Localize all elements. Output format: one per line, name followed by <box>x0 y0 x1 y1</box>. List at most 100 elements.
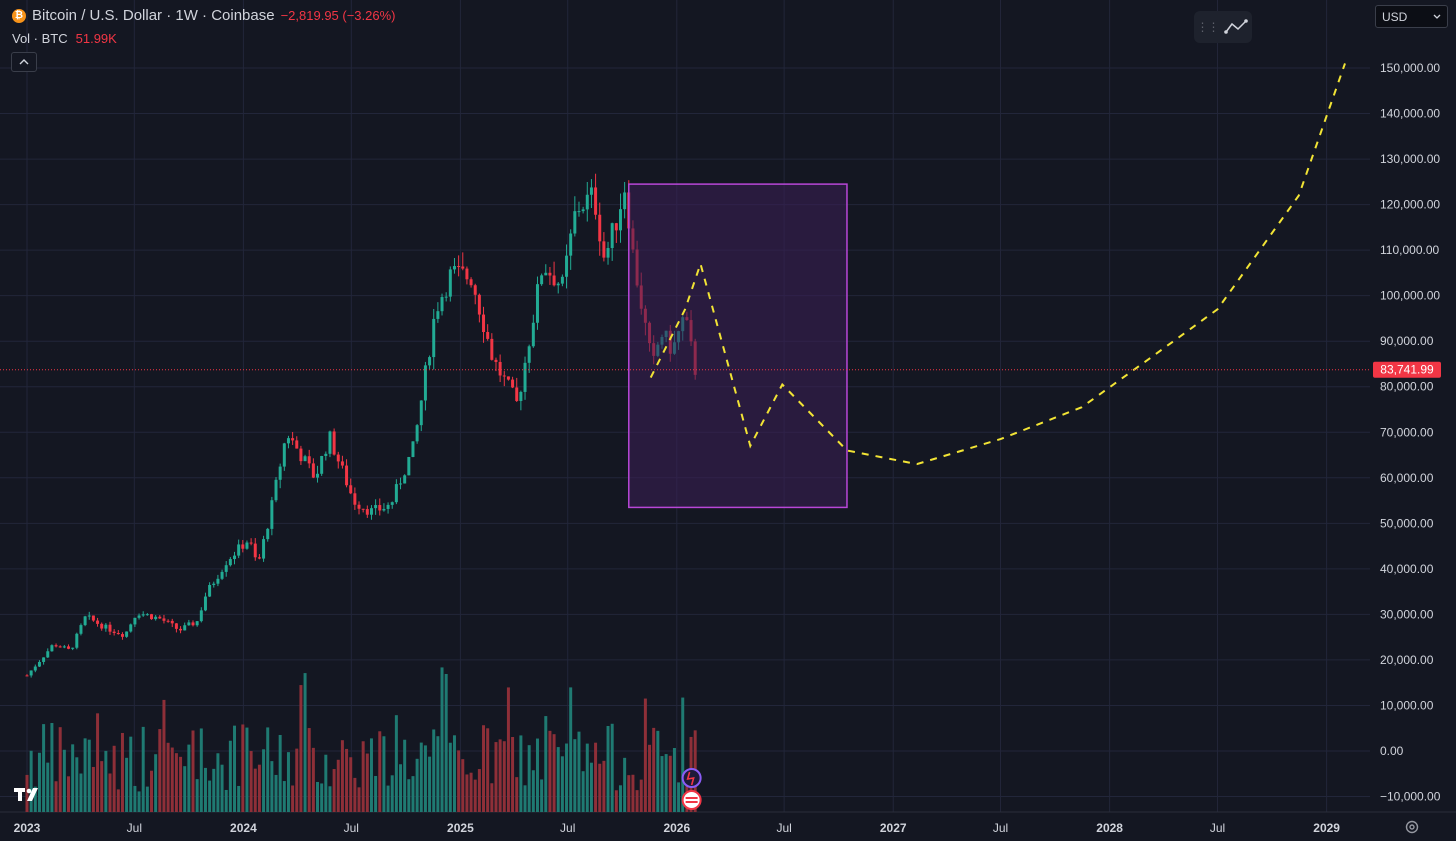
x-tick-label: 2026 <box>663 821 690 835</box>
chevron-down-icon <box>1433 14 1441 19</box>
candle-body <box>262 539 266 559</box>
rectangle-drawing[interactable] <box>628 183 848 509</box>
volume-bar <box>274 774 278 812</box>
candle-body <box>129 624 133 632</box>
candle-body <box>598 214 602 242</box>
candle-body <box>386 504 390 509</box>
time-axis[interactable]: 2023 Jul 2024 Jul 2025 Jul 2026 Jul 2027 Jul 2028 J… <box>14 821 1341 835</box>
volume-bar <box>423 745 427 812</box>
y-tick-label: −10,000.00 <box>1380 790 1441 804</box>
volume-bar <box>91 766 95 812</box>
candle-body <box>158 616 162 619</box>
y-tick-label: 120,000.00 <box>1380 198 1440 212</box>
candle-body <box>299 448 303 462</box>
candle-body <box>46 651 50 658</box>
volume-bar <box>253 768 257 812</box>
tradingview-logo[interactable] <box>14 786 44 807</box>
projection-path[interactable] <box>649 63 1346 466</box>
y-tick-label: 60,000.00 <box>1380 471 1434 485</box>
volume-bar <box>278 734 282 812</box>
candle-body <box>162 618 166 621</box>
candle-body <box>345 465 349 486</box>
volume-bar <box>154 754 158 812</box>
volume-bar <box>158 729 162 812</box>
candle-body <box>245 542 249 549</box>
price-change: −2,819.95 (−3.26%) <box>280 8 396 23</box>
volume-bar <box>560 756 564 812</box>
drawing-annotations[interactable] <box>0 63 1370 810</box>
candle-body <box>253 543 257 558</box>
volume-bar <box>494 742 498 812</box>
candle-body <box>307 456 311 464</box>
candle-body <box>145 614 149 616</box>
us-flag-event-icon[interactable] <box>681 790 702 810</box>
volume-bar <box>299 685 303 812</box>
candle-body <box>187 622 191 626</box>
volume-bar <box>610 723 614 812</box>
candle-body <box>602 241 606 258</box>
collapse-legend-button[interactable] <box>11 52 37 72</box>
volume-bar <box>166 742 170 812</box>
y-tick-label: 150,000.00 <box>1380 61 1440 75</box>
volume-bar <box>195 779 199 812</box>
candle-body <box>369 508 373 515</box>
volume-bar <box>523 785 527 812</box>
candle-body <box>594 187 598 215</box>
gear-icon[interactable] <box>1404 819 1420 835</box>
candle-body <box>473 285 477 295</box>
candle-body <box>71 647 75 649</box>
volume-bar <box>602 760 606 812</box>
price-axis[interactable]: 150,000.00 140,000.00 130,000.00 120,000.00… <box>1373 61 1441 804</box>
volume-bar <box>577 731 581 812</box>
candle-body <box>291 438 295 441</box>
candle-body <box>274 479 278 501</box>
volume-bar <box>291 785 295 812</box>
volume-bar <box>257 764 261 812</box>
x-tick-label: Jul <box>127 821 142 835</box>
volume-bar <box>390 775 394 812</box>
volume-bar <box>535 738 539 812</box>
candle-body <box>174 623 178 629</box>
symbol-title[interactable]: Bitcoin / U.S. Dollar · 1W · Coinbase <box>32 7 275 24</box>
candle-body <box>170 620 174 624</box>
drag-handle-icon[interactable]: ⋮⋮ <box>1196 20 1220 34</box>
volume-bar <box>46 762 50 812</box>
volume-bar <box>573 739 577 812</box>
volume-bar <box>141 726 145 812</box>
candle-body <box>535 284 539 323</box>
drawing-toolbar[interactable]: ⋮⋮ <box>1194 11 1252 43</box>
volume-bar <box>203 767 207 812</box>
candle-body <box>203 596 207 611</box>
volume-bar <box>598 763 602 812</box>
volume-bar <box>25 774 29 812</box>
candle-body <box>457 266 461 268</box>
currency-select[interactable]: USD <box>1375 5 1448 28</box>
volume-histogram <box>25 667 697 812</box>
volume-bar <box>29 750 33 812</box>
candle-body <box>120 634 124 637</box>
volume-bar <box>116 789 120 812</box>
candle-body <box>531 322 535 347</box>
volume-bar <box>498 739 502 812</box>
candle-body <box>328 431 332 454</box>
candle-body <box>486 332 490 339</box>
candle-body <box>374 505 378 509</box>
candle-body <box>452 266 456 270</box>
volume-label[interactable]: Vol · BTC <box>12 31 68 46</box>
candle-body <box>581 209 585 212</box>
candle-body <box>519 391 523 401</box>
candle-body <box>544 272 548 276</box>
volume-bar <box>58 727 62 812</box>
volume-bar <box>266 727 270 812</box>
forecast-line-icon[interactable] <box>1223 18 1250 36</box>
volume-bar <box>403 739 407 812</box>
volume-bar <box>170 747 174 812</box>
candle-body <box>428 357 432 366</box>
volume-bar <box>569 687 573 812</box>
volume-bar <box>581 771 585 812</box>
volume-bar <box>270 761 274 812</box>
volume-bar <box>62 749 66 812</box>
candle-body <box>295 440 299 449</box>
symbol-legend: ₿ Bitcoin / U.S. Dollar · 1W · Coinbase … <box>12 7 396 24</box>
